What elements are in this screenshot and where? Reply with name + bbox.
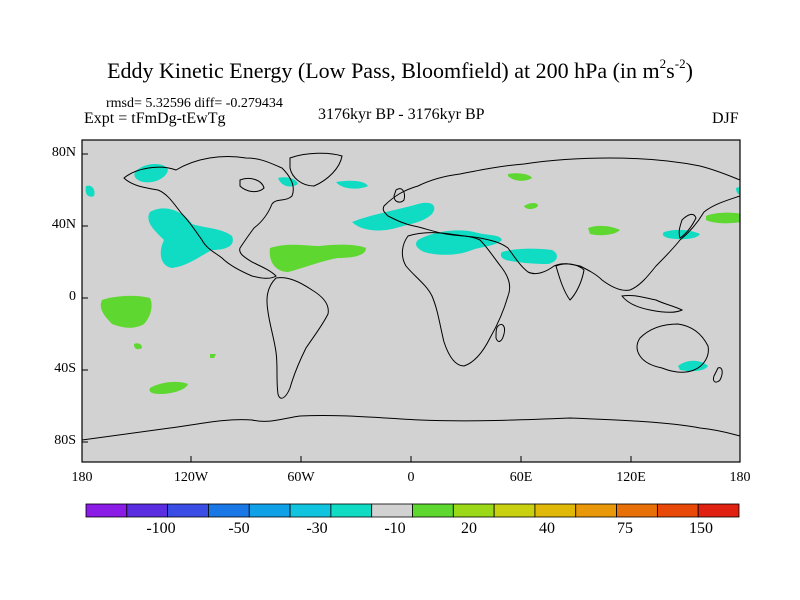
coast-africa bbox=[401, 232, 511, 367]
cyan-region-mediterranean bbox=[416, 230, 502, 255]
lat-label-0: 0 bbox=[69, 289, 76, 304]
lat-label-80n: 80N bbox=[51, 145, 76, 160]
green-region-caribbean-atlantic bbox=[269, 244, 366, 272]
green-region-caspian bbox=[524, 203, 538, 209]
colorbar-swatch-15 bbox=[697, 503, 740, 518]
experiment-label: Expt = tFmDg-tEwTg bbox=[84, 110, 226, 127]
colorbar bbox=[85, 503, 740, 518]
title-close: ) bbox=[685, 58, 693, 83]
title-unit-s: s bbox=[666, 58, 675, 83]
colorbar-swatch-11 bbox=[534, 503, 577, 518]
colorbar-swatch-1 bbox=[126, 503, 169, 518]
green-region-south-pacific-small bbox=[134, 343, 142, 350]
title-text: Eddy Kinetic Energy (Low Pass, Bloomfiel… bbox=[107, 58, 660, 83]
green-region-scandinavia bbox=[508, 173, 532, 181]
colorbar-label-75: 75 bbox=[617, 520, 633, 537]
lon-label-0: 0 bbox=[407, 470, 415, 485]
colorbar-label-neg10: -10 bbox=[384, 520, 406, 537]
plot-title: Eddy Kinetic Energy (Low Pass, Bloomfiel… bbox=[0, 56, 800, 84]
period-label: 3176kyr BP - 3176kyr BP bbox=[318, 106, 485, 123]
map-ticks bbox=[82, 153, 632, 462]
colorbar-swatch-5 bbox=[289, 503, 332, 518]
cyan-region-atlantic-europe bbox=[352, 202, 435, 231]
lon-label-120e: 120E bbox=[616, 470, 646, 485]
green-region-china bbox=[588, 225, 620, 236]
green-region-south-pacific bbox=[149, 381, 188, 394]
coastlines bbox=[82, 152, 740, 441]
colorbar-label-neg100: -100 bbox=[146, 520, 176, 537]
colorbar-swatch-0 bbox=[85, 503, 128, 518]
lon-label-180e: 180 bbox=[729, 470, 751, 485]
coast-australia bbox=[636, 323, 709, 373]
coast-hudson-bay bbox=[239, 177, 265, 193]
coast-greenland bbox=[289, 152, 343, 187]
coast-south-america bbox=[266, 277, 329, 399]
colorbar-swatch-4 bbox=[248, 503, 291, 518]
coast-japan bbox=[678, 213, 697, 239]
green-region-tropical-pacific bbox=[100, 295, 152, 328]
stats-label: rmsd= 5.32596 diff= -0.279434 bbox=[106, 96, 283, 111]
green-region-south-pacific-tiny bbox=[210, 354, 216, 358]
title-exp1: 2 bbox=[659, 56, 667, 71]
lon-label-180w: 180 bbox=[71, 470, 93, 485]
cyan-region-northatlantic-east bbox=[85, 185, 95, 197]
title-exp2: -2 bbox=[674, 56, 686, 71]
colorbar-swatch-10 bbox=[493, 503, 536, 518]
coast-antarctica bbox=[82, 414, 740, 441]
cyan-region-pacific-us bbox=[148, 208, 233, 268]
colorbar-label-neg50: -50 bbox=[228, 520, 250, 537]
lat-label-40n: 40N bbox=[51, 217, 76, 232]
colorbar-label-neg30: -30 bbox=[306, 520, 328, 537]
cyan-region-arctic-europe bbox=[336, 180, 368, 189]
coast-india bbox=[555, 263, 585, 301]
lon-label-60w: 60W bbox=[287, 470, 315, 485]
lon-label-60e: 60E bbox=[509, 470, 533, 485]
season-label: DJF bbox=[712, 110, 739, 127]
lat-label-80s: 80S bbox=[54, 433, 76, 448]
colorbar-swatch-3 bbox=[208, 503, 250, 518]
cyan-region-east-pacific bbox=[736, 187, 740, 195]
cyan-region-arabia bbox=[500, 248, 557, 264]
colorbar-label-20: 20 bbox=[461, 520, 477, 537]
coast-indonesia bbox=[621, 295, 684, 313]
colorbar-swatch-7 bbox=[371, 503, 413, 518]
colorbar-swatch-9 bbox=[452, 503, 495, 518]
coast-british-isles bbox=[393, 188, 405, 203]
colorbar-swatch-8 bbox=[412, 503, 454, 518]
colorbar-swatch-14 bbox=[656, 503, 699, 518]
lat-label-40s: 40S bbox=[54, 361, 76, 376]
coast-madagascar bbox=[495, 323, 505, 342]
colorbar-swatch-13 bbox=[616, 503, 658, 518]
cyan-region-newzealand bbox=[678, 360, 708, 372]
colorbar-label-150: 150 bbox=[689, 520, 713, 537]
coast-newzealand bbox=[713, 367, 723, 383]
colorbar-swatch-12 bbox=[575, 503, 617, 518]
green-region-northpacific bbox=[706, 212, 740, 224]
map-background bbox=[82, 140, 740, 462]
colorbar-label-40: 40 bbox=[539, 520, 555, 537]
colorbar-swatch-2 bbox=[167, 503, 209, 518]
anomaly-fields bbox=[85, 164, 740, 394]
coast-north-america bbox=[123, 156, 294, 279]
cyan-region-japan bbox=[662, 229, 700, 240]
lon-label-120w: 120W bbox=[173, 470, 209, 485]
colorbar-swatch-6 bbox=[330, 503, 373, 518]
